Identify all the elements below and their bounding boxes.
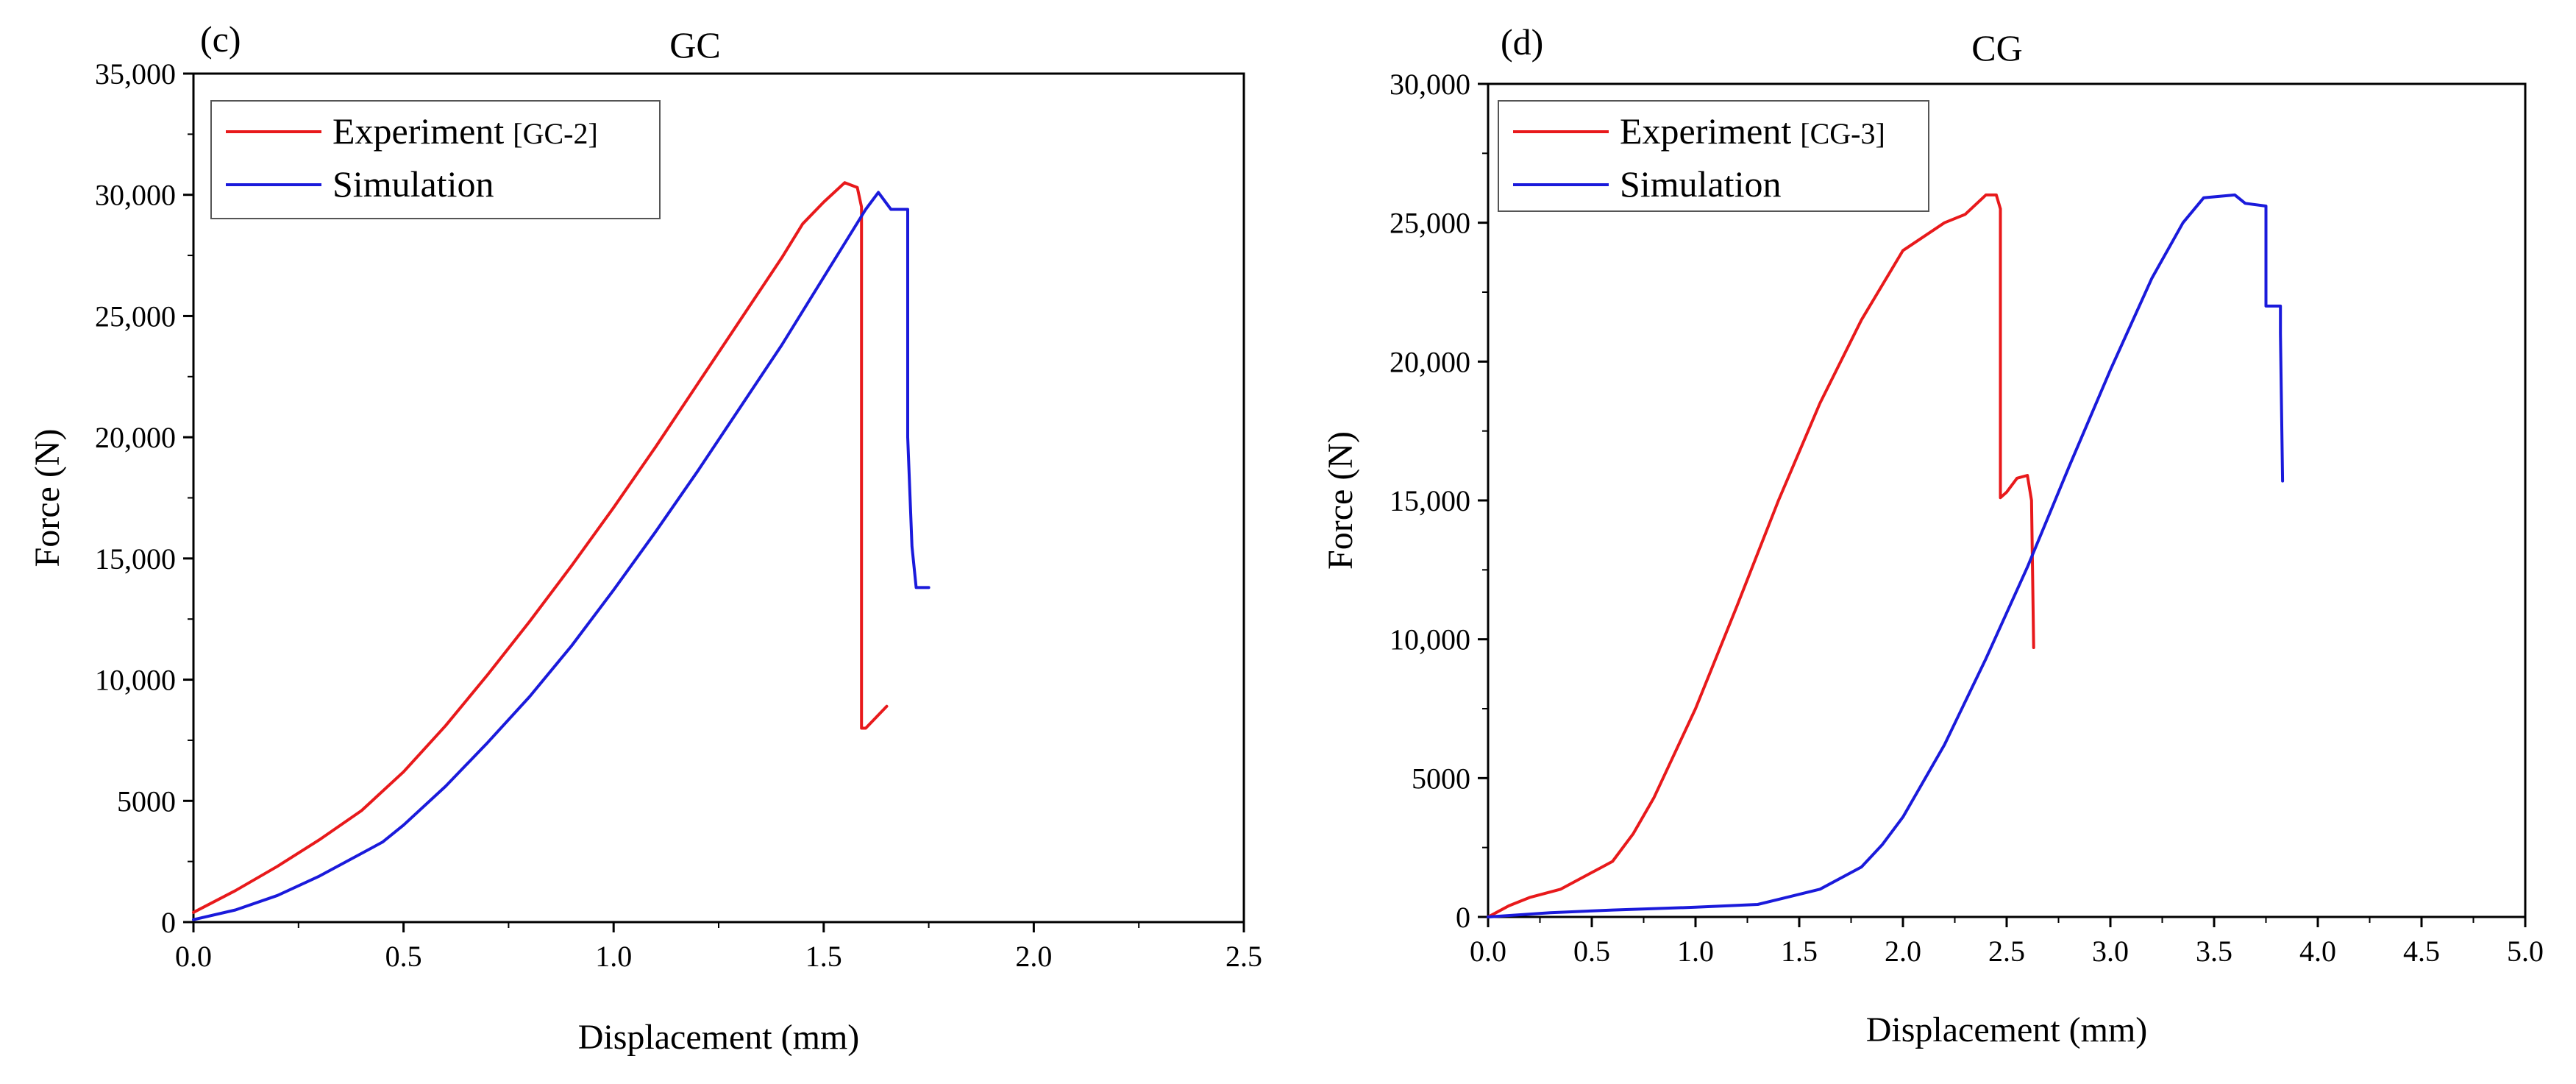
y-tick-label: 5000 bbox=[1412, 762, 1470, 795]
chart-title: CG bbox=[1971, 27, 2022, 68]
x-tick-label: 1.0 bbox=[1677, 935, 1714, 968]
series-line-experiment bbox=[192, 181, 889, 914]
y-tick-label: 20,000 bbox=[1390, 345, 1470, 378]
y-tick-label: 10,000 bbox=[1390, 623, 1470, 656]
series-line-simulation bbox=[1487, 193, 2285, 918]
x-tick-label: 1.5 bbox=[1781, 935, 1818, 968]
legend-entry-label: Simulation bbox=[1620, 163, 1781, 205]
y-axis-title: Force (N) bbox=[1321, 431, 1360, 570]
series-line-simulation bbox=[192, 191, 931, 921]
y-tick-label: 35,000 bbox=[95, 57, 176, 91]
x-tick-label: 0.0 bbox=[175, 940, 212, 973]
legend-series-name: Experiment bbox=[332, 110, 504, 152]
legend-series-name: Experiment bbox=[1620, 110, 1791, 152]
x-tick-label: 4.0 bbox=[2299, 935, 2336, 968]
y-axis-title: Force (N) bbox=[28, 429, 67, 567]
legend-sample-tag: [GC-2] bbox=[513, 117, 598, 150]
panel-label: (c) bbox=[200, 18, 241, 60]
x-tick-label: 0.5 bbox=[385, 940, 422, 973]
y-tick-label: 10,000 bbox=[95, 664, 176, 697]
panel-gc: 0.0 0.5 1.0 1.5 2.0 2.5 0 5000 10,000 15,000 20,00… bbox=[28, 18, 1262, 1057]
series-line-experiment bbox=[1487, 193, 2035, 918]
x-tick-label: 1.5 bbox=[805, 940, 842, 973]
y-tick-label: 25,000 bbox=[1390, 207, 1470, 240]
x-axis-title: Displacement (mm) bbox=[578, 1018, 860, 1057]
y-tick-label: 15,000 bbox=[95, 542, 176, 575]
y-tick-label: 30,000 bbox=[95, 179, 176, 212]
x-tick-label: 3.0 bbox=[2092, 935, 2129, 968]
legend-series-name: Simulation bbox=[332, 163, 494, 205]
x-tick-label: 0.5 bbox=[1573, 935, 1610, 968]
legend-series-name: Simulation bbox=[1620, 163, 1781, 205]
y-tick-label: 0 bbox=[1456, 901, 1470, 934]
x-tick-label: 2.5 bbox=[1988, 935, 2025, 968]
x-axis-title: Displacement (mm) bbox=[1866, 1010, 2148, 1049]
y-tick-label: 20,000 bbox=[95, 421, 176, 454]
x-tick-label: 2.0 bbox=[1015, 940, 1052, 973]
legend-entry-label: Simulation bbox=[332, 163, 494, 205]
y-tick-label: 25,000 bbox=[95, 300, 176, 333]
y-tick-label: 5000 bbox=[117, 784, 176, 818]
x-tick-label: 1.0 bbox=[595, 940, 632, 973]
legend-sample-tag: [CG-3] bbox=[1800, 117, 1885, 150]
y-tick-label: 0 bbox=[161, 906, 176, 939]
x-tick-label: 5.0 bbox=[2507, 935, 2544, 968]
x-tick-label: 0.0 bbox=[1470, 935, 1506, 968]
y-tick-label: 15,000 bbox=[1390, 484, 1470, 517]
legend-box bbox=[210, 100, 661, 219]
legend-entry-label: Experiment [CG-3] bbox=[1620, 110, 1885, 152]
panel-label: (d) bbox=[1501, 21, 1543, 63]
x-tick-label: 4.5 bbox=[2403, 935, 2440, 968]
x-tick-label: 2.0 bbox=[1885, 935, 1921, 968]
legend-entry-label: Experiment [GC-2] bbox=[332, 110, 598, 152]
panel-cg: 0.0 0.5 1.0 1.5 2.0 2.5 3.0 3.5 4.0 4.5 5.0 0 5000 10… bbox=[1321, 21, 2544, 1049]
y-tick-label: 30,000 bbox=[1390, 68, 1470, 101]
chart-title: GC bbox=[669, 24, 720, 65]
x-tick-label: 2.5 bbox=[1225, 940, 1262, 973]
legend-box bbox=[1498, 100, 1929, 212]
x-tick-label: 3.5 bbox=[2196, 935, 2232, 968]
